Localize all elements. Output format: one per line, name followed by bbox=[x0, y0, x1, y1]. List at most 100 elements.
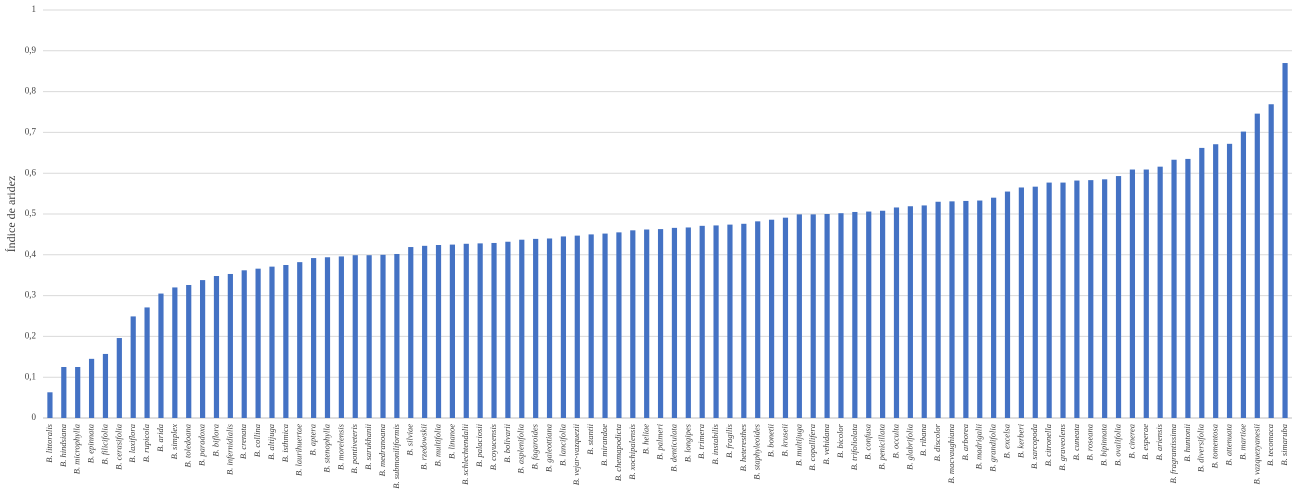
bar bbox=[1213, 144, 1219, 418]
x-tick-label: B. hindsiana bbox=[58, 424, 68, 467]
bar bbox=[949, 201, 955, 418]
x-tick-label: B. denticulata bbox=[668, 424, 678, 472]
bar bbox=[644, 229, 650, 418]
bar bbox=[1199, 147, 1205, 419]
bar bbox=[1240, 131, 1247, 419]
x-tick-label: B. sarcopoda bbox=[1029, 424, 1039, 469]
x-tick-label: B. laurihuertae bbox=[294, 424, 304, 476]
bar bbox=[1060, 182, 1066, 418]
x-tick-label: B. citronella bbox=[1043, 424, 1053, 466]
bar bbox=[838, 213, 844, 418]
x-tick-label: B. copallifera bbox=[807, 424, 817, 471]
bar bbox=[533, 238, 539, 418]
x-tick-label: B. paradoxa bbox=[197, 424, 207, 466]
bar bbox=[768, 219, 775, 418]
bar bbox=[213, 276, 220, 418]
bar bbox=[338, 256, 344, 418]
bar bbox=[1074, 180, 1080, 418]
y-tick-label: 0,4 bbox=[25, 249, 37, 259]
bar bbox=[1254, 113, 1260, 418]
x-tick-label: B. glabrifolia bbox=[904, 424, 914, 470]
bar bbox=[449, 244, 455, 418]
bar bbox=[1115, 176, 1122, 418]
x-tick-label: B. sarukhanii bbox=[363, 423, 373, 469]
x-tick-label: B. macvaughiana bbox=[946, 424, 956, 484]
x-tick-label: B. fagaroides bbox=[530, 423, 540, 469]
bar bbox=[255, 268, 261, 418]
x-tick-label: B. fragilis bbox=[724, 423, 734, 458]
bar bbox=[699, 225, 705, 418]
bar bbox=[852, 211, 858, 418]
bar bbox=[1157, 166, 1163, 418]
bar bbox=[602, 233, 608, 418]
x-tick-label: B. rzedowskii bbox=[419, 423, 429, 469]
bar bbox=[657, 229, 664, 418]
bar bbox=[283, 265, 289, 418]
bar bbox=[755, 221, 761, 418]
bar bbox=[991, 197, 997, 418]
bar bbox=[574, 235, 580, 418]
bar bbox=[546, 238, 553, 418]
bar bbox=[630, 230, 636, 418]
x-tick-label: B. palaciosii bbox=[474, 423, 484, 467]
x-tick-label: B. kruseii bbox=[779, 423, 789, 456]
bar bbox=[477, 243, 483, 418]
y-axis-title: Índice de aridez bbox=[4, 176, 18, 253]
bar bbox=[1171, 159, 1177, 418]
bar bbox=[1046, 182, 1052, 418]
x-tick-label: B. mirandae bbox=[599, 424, 609, 466]
x-tick-label: B. esperae bbox=[1140, 424, 1150, 460]
x-tick-label: B. cerasifolia bbox=[113, 424, 123, 470]
bar bbox=[1032, 186, 1038, 418]
x-tick-label: B. trimera bbox=[696, 424, 706, 459]
x-tick-label: B. penicillata bbox=[877, 424, 887, 470]
x-tick-label: B. longipes bbox=[682, 423, 692, 462]
bar bbox=[519, 239, 525, 418]
x-tick-label: B. epinnata bbox=[86, 424, 96, 463]
bar bbox=[935, 201, 941, 418]
x-tick-label: B. instabilis bbox=[710, 423, 720, 464]
bar bbox=[1143, 169, 1149, 418]
bar bbox=[75, 367, 81, 418]
x-tick-label: B. huntonii bbox=[1182, 423, 1192, 461]
x-tick-label: B. heliae bbox=[641, 424, 651, 454]
x-tick-label: B. filicifolia bbox=[99, 424, 109, 465]
x-tick-label: B. toledoana bbox=[183, 424, 193, 467]
y-tick-label: 0,7 bbox=[25, 126, 37, 136]
bar bbox=[727, 224, 733, 418]
bar bbox=[186, 284, 192, 418]
bar bbox=[796, 214, 802, 418]
bar bbox=[102, 353, 109, 418]
x-tick-label: B. cuneata bbox=[1071, 424, 1081, 460]
bar bbox=[880, 210, 886, 418]
x-tick-label: B. ariensis bbox=[1154, 423, 1164, 460]
x-tick-label: B. arida bbox=[155, 424, 165, 452]
y-tick-label: 0,8 bbox=[25, 86, 37, 96]
bar bbox=[921, 205, 927, 418]
x-tick-label: B. lancifolia bbox=[557, 424, 567, 466]
bar bbox=[1129, 169, 1136, 418]
x-tick-label: B. heteresthes bbox=[738, 423, 748, 471]
bar bbox=[297, 262, 303, 418]
bar bbox=[269, 266, 275, 418]
bar bbox=[616, 232, 622, 418]
x-tick-label: B. pontiveteris bbox=[349, 423, 359, 473]
x-tick-label: B. microphylla bbox=[72, 424, 82, 474]
y-tick-label: 0,3 bbox=[25, 290, 37, 300]
bar bbox=[116, 338, 122, 418]
x-tick-label: B. diversifolia bbox=[1196, 424, 1206, 472]
x-tick-label: B. ribana bbox=[918, 424, 928, 456]
y-tick-label: 1 bbox=[32, 4, 37, 14]
bar bbox=[977, 200, 983, 418]
x-tick-label: B. chemapodicta bbox=[613, 424, 623, 481]
bar bbox=[241, 270, 247, 418]
x-tick-label: B. galeottiana bbox=[543, 424, 553, 472]
x-tick-label: B. isthmica bbox=[280, 424, 290, 462]
x-tick-label: B. asplenifolia bbox=[516, 424, 526, 474]
bar bbox=[1018, 187, 1024, 418]
x-tick-label: B. kerberi bbox=[1015, 423, 1025, 458]
x-tick-label: B. excelsa bbox=[1001, 424, 1011, 458]
bar bbox=[435, 245, 442, 418]
